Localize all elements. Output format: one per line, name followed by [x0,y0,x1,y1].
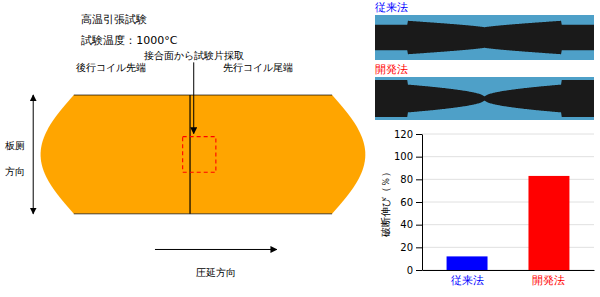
x-tick-label: 開発法 [532,274,565,287]
photo [375,15,594,60]
y-tick-mark [416,247,422,248]
strip-edge [74,213,332,214]
y-tick: 100 [394,151,422,162]
rolling-arrow [155,249,277,250]
x-tick: 従来法 [451,274,484,287]
y-tick-label: 20 [400,242,413,253]
join-line [189,95,190,214]
grid-line [422,134,594,135]
steel-strip [41,95,366,214]
specimen [375,21,594,54]
x-tick: 開発法 [532,274,565,287]
grid-line [422,156,594,157]
photo-label: 開発法 [375,63,408,76]
x-axis-line [423,270,595,271]
y-tick-label: 100 [394,151,413,162]
y-tick-label: 80 [400,174,413,185]
bar [528,176,569,270]
photo [375,77,594,120]
annotation: 高温引張試験 [81,13,147,26]
y-tick-label: 0 [407,265,413,276]
y-tick-mark [416,270,422,271]
sample-arrow [193,62,194,133]
x-axis: 従来法 開発法 [423,271,595,287]
y-tick: 20 [400,242,422,253]
bars [447,176,570,270]
y-tick-mark [416,157,422,158]
figure: 高温引張試験試験温度：1000°C 接合面から試験片採取後行コイル先端 先行コイル尾… [0,0,600,297]
y-tick-mark [416,134,422,135]
y-axis: 0 20 40 60 80 100 120 [394,129,423,276]
annotation: 板厕 [4,140,25,151]
photos: 従来法開発法 [375,1,594,120]
annotation: 接合面から試験片採取 [144,50,244,61]
y-tick-label: 40 [400,219,413,230]
annotation: 後行コイル先端 [76,62,146,73]
annotation: 圧延方向 [196,267,236,278]
photo-label: 従来法 [375,1,408,14]
annotation: 先行コイル尾端 [223,62,293,73]
y-tick: 80 [400,174,422,185]
y-tick-mark [416,225,422,226]
y-tick-mark [416,202,422,203]
grid [422,134,594,270]
x-tick-label: 従来法 [451,274,484,287]
annotation: 試験温度：1000°C [81,34,177,47]
y-tick: 120 [394,129,422,140]
thickness-arrow [33,95,34,214]
bar-chart: 0 20 40 60 80 100 120 従来法 開発法 破断伸び（％） [380,129,595,287]
diagram: 高温引張試験試験温度：1000°C 接合面から試験片採取後行コイル先端 先行コイル尾… [4,13,366,278]
y-tick-mark [416,179,422,180]
y-axis-title: 破断伸び（％） [380,167,391,238]
y-tick: 40 [400,219,422,230]
annotation: 方向 [5,166,25,177]
y-tick-label: 60 [400,197,413,208]
y-tick-label: 120 [394,129,413,140]
specimen [375,80,594,117]
strip-edge [74,95,332,96]
y-tick: 60 [400,197,422,208]
bar [447,256,488,270]
sample-area [183,137,216,173]
y-tick: 0 [407,265,422,276]
y-axis-line [422,135,423,271]
